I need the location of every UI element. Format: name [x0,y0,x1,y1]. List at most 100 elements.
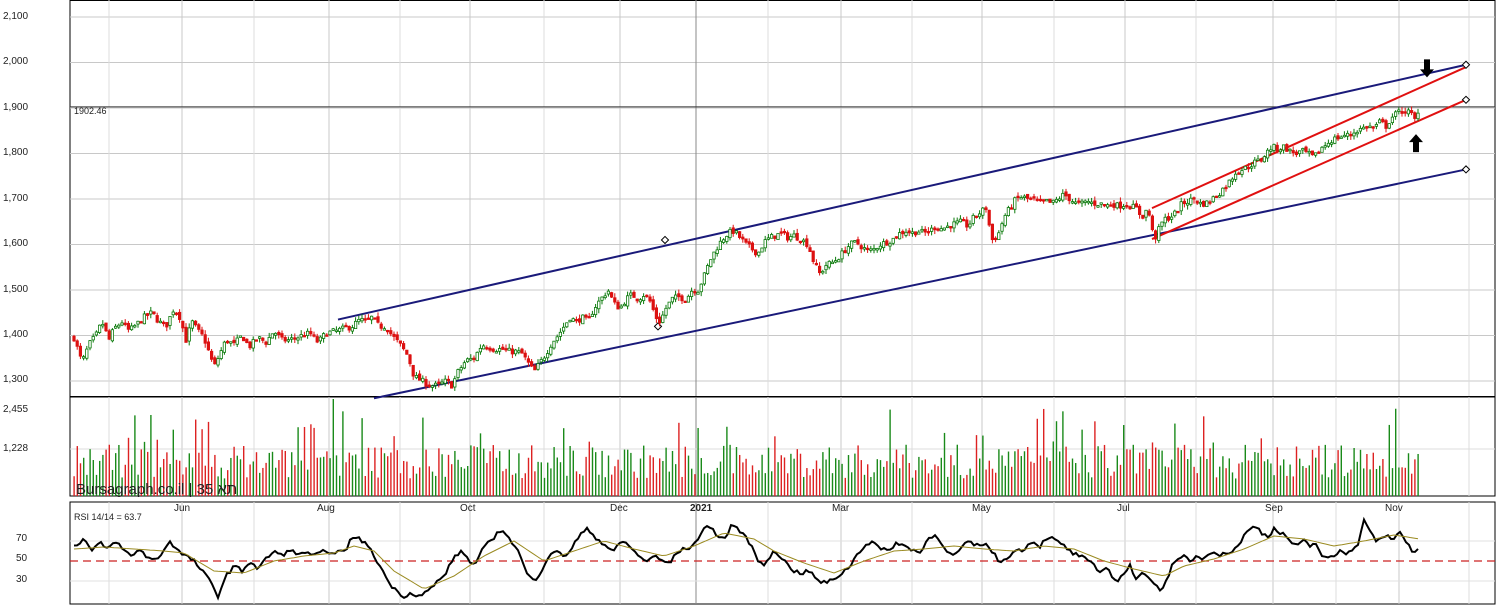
volume-bar [1078,473,1080,496]
candle-body [632,291,636,298]
volume-bar [812,469,814,496]
volume-bar [1359,449,1362,496]
candle-body [997,232,1001,241]
candle-body [72,335,76,342]
candle-body [1157,226,1161,241]
candle-body [411,364,415,377]
candle-body [763,239,767,249]
candle-body [94,331,98,336]
volume-bar [1017,449,1019,496]
volume-bar [262,467,264,496]
candle-body [1147,210,1151,216]
volume-bar [1094,421,1096,496]
volume-bar [911,477,914,496]
candle-body [536,363,540,370]
volume-bar [1334,463,1336,496]
x-tick-label: Mar [832,503,850,514]
candle-body [834,260,838,263]
volume-bar [1027,446,1029,496]
volume-bar [243,446,245,496]
candle-body [882,241,886,249]
volume-bar [796,449,798,496]
volume-bar [822,452,824,496]
candle-body [1134,203,1138,208]
volume-bar [127,437,130,496]
candle-body [1253,159,1257,167]
candle-body [222,341,226,353]
volume-bar [1043,408,1045,496]
candle-body [1285,144,1289,152]
candle-body [990,223,995,241]
candle-body [133,325,137,328]
candle-body [1310,150,1314,156]
volume-bar [604,477,606,496]
volume-bar [156,439,158,496]
volume-bar [143,441,146,496]
candle-body [1246,166,1250,170]
candle-body [840,250,844,260]
candle-body [309,331,313,335]
candle-body [565,322,569,328]
volume-bar [1062,411,1064,496]
volume-bar [92,460,94,496]
volume-bar [1318,445,1320,496]
candle-body [712,251,716,260]
candle-body [677,293,681,298]
x-tick-label: Jun [174,503,190,514]
volume-bar [655,472,658,496]
candle-body [190,320,194,329]
candle-body [930,227,934,232]
volume-bar [639,458,642,496]
volume-bar [111,469,114,496]
candle-body [283,337,287,342]
volume-bar [1145,449,1147,496]
volume-bar [483,448,485,496]
candle-body [1403,111,1407,114]
candle-body [584,314,588,318]
volume-bar [1388,424,1390,496]
volume-bar [387,456,389,496]
candle-body [1358,127,1362,132]
trend-anchor-marker [660,235,670,245]
volume-bar [1203,416,1205,496]
volume-bar [979,458,981,496]
volume-bar [188,453,190,496]
volume-bar [726,426,728,496]
volume-bar [1286,475,1288,496]
volume-bar [470,445,472,496]
volume-bar [1011,466,1013,496]
volume-bar [383,453,386,496]
candle-body [331,328,335,331]
volume-bar [713,471,715,496]
trend-line [1151,98,1467,240]
volume-bar [115,453,117,496]
candle-body [321,333,326,339]
candle-body [1074,201,1078,204]
volume-bar [1151,442,1154,496]
volume-bar [841,463,843,496]
candle-body [1109,204,1113,207]
volume-bar [95,474,98,496]
candle-body [459,367,463,371]
candle-body [1336,135,1340,140]
candle-body [302,335,307,338]
volume-bar [838,459,840,496]
candle-body [200,329,204,335]
volume-bar [1254,452,1256,496]
candle-body [469,358,473,361]
candle-body [497,348,502,352]
candle-body [690,290,694,297]
volume-bar [540,462,542,496]
volume-bar [1219,466,1221,496]
x-tick-label: Oct [460,503,476,514]
volume-bar [335,455,338,496]
candle-body [1230,178,1234,182]
candle-body [914,231,918,236]
volume-bar [518,453,520,496]
volume-bar [873,472,875,496]
candle-body [1262,156,1266,163]
candle-body [1141,214,1145,219]
volume-bar [764,473,766,496]
candle-body [715,249,719,254]
candle-body [216,358,220,366]
